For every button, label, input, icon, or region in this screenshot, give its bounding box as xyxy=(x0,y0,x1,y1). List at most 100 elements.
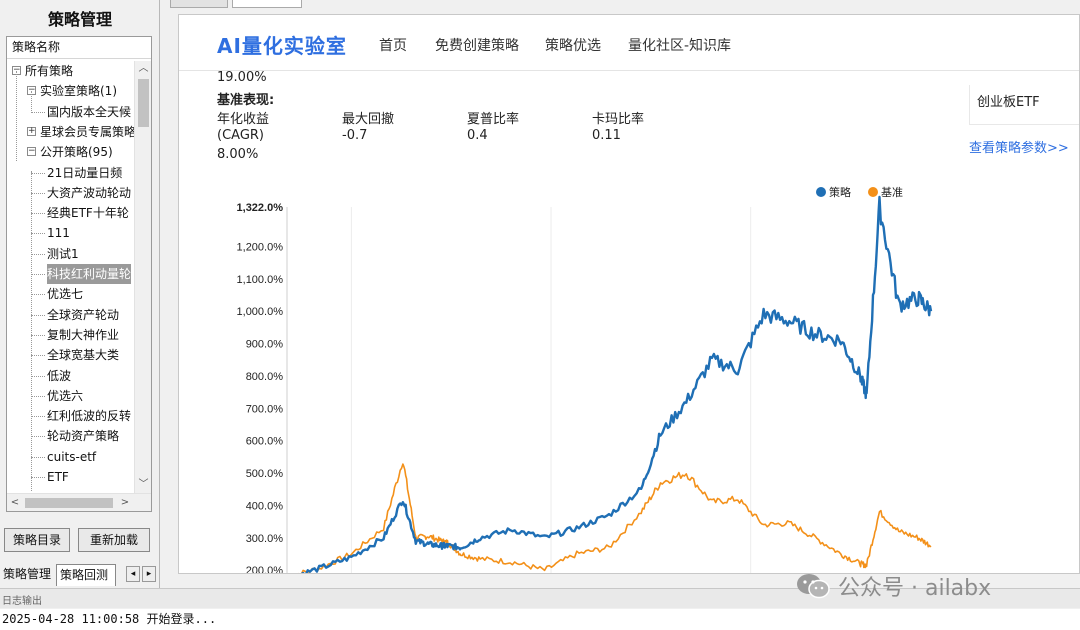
metric-calmar-value: 0.11 xyxy=(592,128,621,143)
tab-prev-icon[interactable]: ◂ xyxy=(126,566,140,582)
y-tick-label: 300.0% xyxy=(246,533,284,545)
series-line-benchmark xyxy=(298,463,932,573)
legend-marker xyxy=(868,187,878,197)
y-tick-label: 1,100.0% xyxy=(237,274,284,286)
nav-strategy-picks[interactable]: 策略优选 xyxy=(545,38,601,54)
equity-chart: 1,322.0% 1,200.0% 1,100.0% 1,000.0% 900.0% 80… xyxy=(237,185,933,574)
tree-item[interactable]: 全球资产轮动 xyxy=(47,307,120,322)
tree-connector xyxy=(31,375,45,377)
scroll-thumb[interactable] xyxy=(138,79,149,127)
y-tick-label: 1,000.0% xyxy=(237,306,284,318)
tree-connector xyxy=(31,91,32,111)
tree-item[interactable]: 公开策略(95) xyxy=(40,145,113,160)
scroll-left-icon[interactable]: < xyxy=(10,497,20,508)
wechat-icon xyxy=(797,574,830,599)
metric-cagr-value: 8.00% xyxy=(217,147,259,162)
tree-area: − 所有策略 − 实验室策略(1) 国内版本全天候 + 星球会员专属策略 − 公开策略(95) 2… xyxy=(7,61,135,493)
tree-item[interactable]: 大资产波动轮动 xyxy=(47,185,132,200)
tree-connector xyxy=(31,477,45,478)
metric-header-cagr: 年化收益 xyxy=(217,112,270,127)
tree-connector xyxy=(31,314,45,316)
tree-item[interactable]: 优选六 xyxy=(47,388,84,403)
tree-vertical-scrollbar[interactable]: ︿ ﹀ xyxy=(134,61,151,493)
series-line-strategy xyxy=(300,195,933,573)
y-tick-label: 800.0% xyxy=(246,371,284,383)
reload-button[interactable]: 重新加载 xyxy=(78,528,150,552)
tab-next-icon[interactable]: ▸ xyxy=(142,566,156,582)
y-tick-label: 200.0% xyxy=(246,565,284,574)
tree-connector xyxy=(31,233,45,235)
nav-home[interactable]: 首页 xyxy=(379,38,407,54)
tree-item[interactable]: 低波 xyxy=(47,368,72,383)
tree-item[interactable]: 星球会员专属策略 xyxy=(40,124,135,139)
scroll-right-icon[interactable]: > xyxy=(120,497,130,508)
nav-community[interactable]: 量化社区-知识库 xyxy=(628,38,732,54)
metric-sharpe-value: 0.4 xyxy=(467,128,488,143)
strategy-panel: 策略管理 策略名称 − 所有策略 − 实验室策略(1) 国内版本全天候 + 星球会员专属策略… xyxy=(0,0,160,588)
panel-title: 策略管理 xyxy=(47,10,112,29)
y-tick-label: 700.0% xyxy=(246,403,284,415)
legend-label: 策略 xyxy=(829,185,851,199)
benchmark-title: 基准表现: xyxy=(217,93,275,108)
tree-connector xyxy=(31,294,45,296)
tree-connector xyxy=(31,436,45,438)
tree-item[interactable]: 科技红利动量轮 xyxy=(47,264,132,284)
y-tick-label: 400.0% xyxy=(246,500,284,512)
tree-item[interactable]: 111 xyxy=(47,226,70,241)
strategy-return-value: 19.00% xyxy=(217,70,267,85)
tree-item[interactable]: 复制大神作业 xyxy=(47,327,120,342)
strategy-tree[interactable]: 策略名称 − 所有策略 − 实验室策略(1) 国内版本全天候 + 星球会员专属策略 − 公开策略… xyxy=(6,36,152,512)
site-logo[interactable]: AI量化实验室 xyxy=(217,34,347,58)
tree-connector xyxy=(31,456,45,458)
tree-connector xyxy=(31,172,45,174)
scroll-down-icon[interactable]: ﹀ xyxy=(138,479,149,490)
tree-item[interactable]: 21日动量日频 xyxy=(47,165,123,180)
y-tick-label: 500.0% xyxy=(246,468,284,480)
benchmark-name: 创业板ETF xyxy=(977,95,1040,110)
tab-strategy-backtest[interactable]: 策略回测 xyxy=(56,564,116,586)
y-tick-label: 1,200.0% xyxy=(237,241,284,253)
tree-connector xyxy=(16,71,17,161)
tree-expander-icon[interactable]: + xyxy=(27,125,36,136)
metric-header-sharpe: 夏普比率 xyxy=(467,112,520,127)
tree-connector xyxy=(31,171,32,491)
doc-tab-2[interactable] xyxy=(232,0,302,8)
scroll-up-icon[interactable]: ︿ xyxy=(138,63,149,74)
nav-create-strategy[interactable]: 免费创建策略 xyxy=(435,38,519,54)
tree-connector xyxy=(31,111,45,113)
strategy-catalog-button[interactable]: 策略目录 xyxy=(4,528,70,552)
tree-item[interactable]: 红利低波的反转 xyxy=(47,409,132,424)
tree-item[interactable]: 国内版本全天候 xyxy=(47,104,132,119)
y-tick-label: 600.0% xyxy=(246,436,284,448)
tree-connector xyxy=(31,253,45,255)
tree-item[interactable]: ETF xyxy=(47,470,69,484)
tree-connector xyxy=(31,355,45,357)
log-section-title: 日志输出 xyxy=(2,596,42,607)
panel-tabs: 策略管理 策略回测 ◂ ▸ xyxy=(0,564,160,586)
tree-connector xyxy=(31,192,45,194)
metric-header-drawdown: 最大回撤 xyxy=(342,112,395,127)
watermark-text: 公众号 · ailabx xyxy=(838,576,992,601)
tree-item[interactable]: 全球宽基大类 xyxy=(47,348,120,363)
tree-item[interactable]: 轮动资产策略 xyxy=(47,429,120,444)
tree-expander-icon[interactable]: − xyxy=(27,146,36,157)
site-navbar: AI量化实验室 首页 免费创建策略 策略优选 量化社区-知识库 xyxy=(179,15,1079,71)
tree-column-header: 策略名称 xyxy=(7,37,151,59)
watermark: 公众号 · ailabx xyxy=(796,568,991,604)
tree-connector xyxy=(31,395,45,397)
tree-item[interactable]: 实验室策略(1) xyxy=(40,84,117,99)
tab-strategy-manage[interactable]: 策略管理 xyxy=(3,567,52,581)
y-tick-label: 900.0% xyxy=(246,339,284,351)
document-tabs xyxy=(166,0,1080,8)
y-tick-label: 1,322.0% xyxy=(237,202,284,214)
view-params-link[interactable]: 查看策略参数>> xyxy=(969,141,1069,156)
tree-item[interactable]: 优选七 xyxy=(47,287,84,302)
legend-marker xyxy=(816,187,826,197)
tree-item[interactable]: 测试1 xyxy=(47,246,79,261)
doc-tab-1[interactable] xyxy=(170,0,228,8)
tree-item[interactable]: 所有策略 xyxy=(25,64,74,78)
tree-item[interactable]: 经典ETF十年轮 xyxy=(47,206,129,221)
tree-horizontal-scrollbar[interactable]: < > xyxy=(7,493,151,511)
hscroll-thumb[interactable] xyxy=(25,498,113,508)
tree-item[interactable]: cuits-etf xyxy=(47,449,97,464)
